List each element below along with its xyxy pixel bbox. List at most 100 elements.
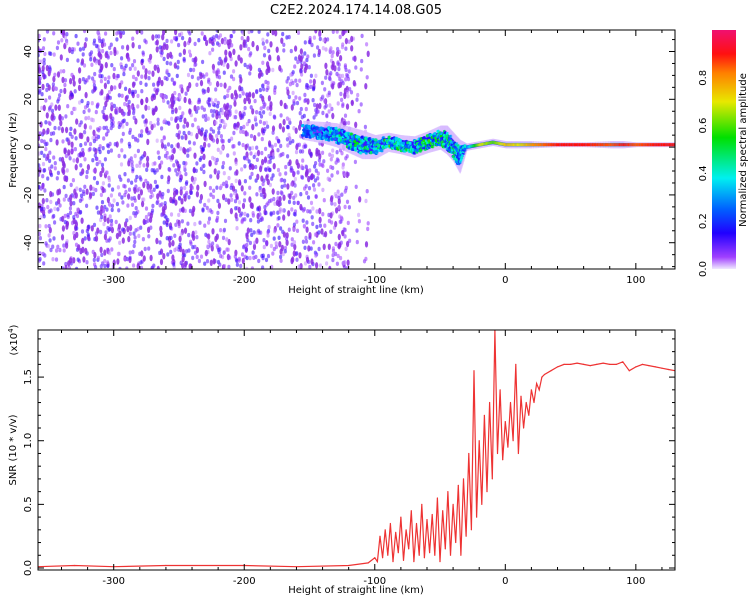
signal-core [551, 143, 554, 147]
noise-mark [106, 247, 110, 252]
noise-mark [244, 247, 248, 252]
noise-mark [151, 203, 155, 209]
noise-mark [41, 65, 45, 72]
noise-mark [261, 41, 265, 46]
noise-mark [150, 208, 155, 213]
noise-mark [216, 173, 220, 180]
noise-mark [336, 101, 340, 106]
noise-mark [335, 207, 339, 214]
noise-mark [215, 243, 219, 249]
noise-mark [271, 30, 275, 36]
noise-mark [49, 172, 54, 178]
noise-mark [149, 212, 153, 219]
noise-mark [181, 255, 185, 263]
noise-mark [295, 159, 299, 166]
noise-mark [266, 253, 271, 259]
noise-mark [135, 174, 139, 180]
noise-mark [335, 50, 340, 57]
noise-mark [271, 251, 275, 256]
snr-point [457, 484, 459, 486]
noise-mark [253, 98, 257, 104]
noise-mark [315, 209, 319, 214]
noise-mark [105, 170, 109, 175]
signal-core [642, 143, 645, 147]
noise-mark [279, 178, 283, 183]
noise-mark [197, 258, 201, 264]
noise-mark [256, 219, 260, 224]
noise-mark [357, 109, 361, 114]
noise-mark [178, 95, 182, 100]
noise-mark [113, 142, 117, 147]
noise-mark [158, 240, 162, 245]
noise-mark [127, 99, 131, 105]
noise-mark [182, 56, 186, 62]
noise-mark [152, 187, 156, 192]
signal-band [318, 127, 322, 138]
noise-mark [358, 196, 362, 203]
noise-mark [188, 108, 192, 115]
noise-mark [207, 216, 212, 221]
noise-mark [270, 144, 274, 149]
noise-mark [303, 92, 307, 98]
noise-mark [82, 63, 87, 68]
noise-mark [149, 183, 153, 190]
noise-mark [307, 259, 311, 265]
noise-mark [178, 195, 182, 201]
noise-mark [42, 168, 46, 173]
noise-mark [82, 109, 86, 115]
colorbar-gradient [712, 30, 736, 269]
signal-core [577, 143, 580, 147]
noise-mark [189, 241, 193, 246]
noise-mark [59, 120, 63, 127]
noise-mark [279, 143, 283, 149]
noise-mark [299, 68, 303, 74]
noise-mark [318, 263, 322, 268]
noise-mark [144, 214, 148, 220]
snr-point [556, 366, 559, 368]
noise-mark [101, 48, 105, 54]
noise-mark [52, 155, 56, 160]
noise-mark [154, 34, 158, 39]
noise-mark [83, 41, 87, 49]
noise-mark [316, 176, 320, 181]
noise-mark [261, 181, 265, 187]
noise-mark [109, 148, 113, 153]
noise-mark [279, 226, 283, 231]
noise-mark [65, 168, 69, 173]
noise-mark [317, 158, 321, 163]
noise-mark [52, 52, 56, 57]
noise-mark [204, 133, 208, 138]
noise-mark [98, 73, 102, 79]
noise-mark [55, 176, 59, 181]
noise-mark [323, 98, 327, 104]
noise-mark [155, 88, 159, 96]
noise-mark [248, 255, 252, 261]
noise-mark [287, 94, 291, 100]
noise-mark [245, 266, 249, 269]
noise-mark [122, 183, 126, 189]
noise-mark [208, 81, 212, 86]
noise-mark [321, 46, 325, 51]
noise-mark [246, 213, 250, 218]
signal-core [533, 143, 536, 147]
signal-core [637, 143, 640, 147]
noise-mark [191, 230, 195, 237]
noise-mark [308, 232, 312, 239]
noise-mark [166, 52, 170, 60]
noise-mark [57, 126, 61, 131]
noise-mark [257, 228, 261, 234]
noise-mark [282, 48, 286, 53]
noise-mark [281, 151, 285, 157]
noise-mark [127, 158, 131, 163]
noise-mark [345, 154, 349, 159]
noise-mark [191, 123, 195, 128]
noise-mark [169, 212, 174, 217]
noise-mark [312, 115, 316, 120]
noise-mark [75, 266, 79, 269]
noise-mark [221, 139, 225, 144]
noise-mark [45, 30, 50, 34]
noise-mark [165, 155, 169, 160]
noise-mark [38, 134, 41, 141]
noise-mark [221, 160, 226, 166]
noise-mark [128, 255, 132, 260]
